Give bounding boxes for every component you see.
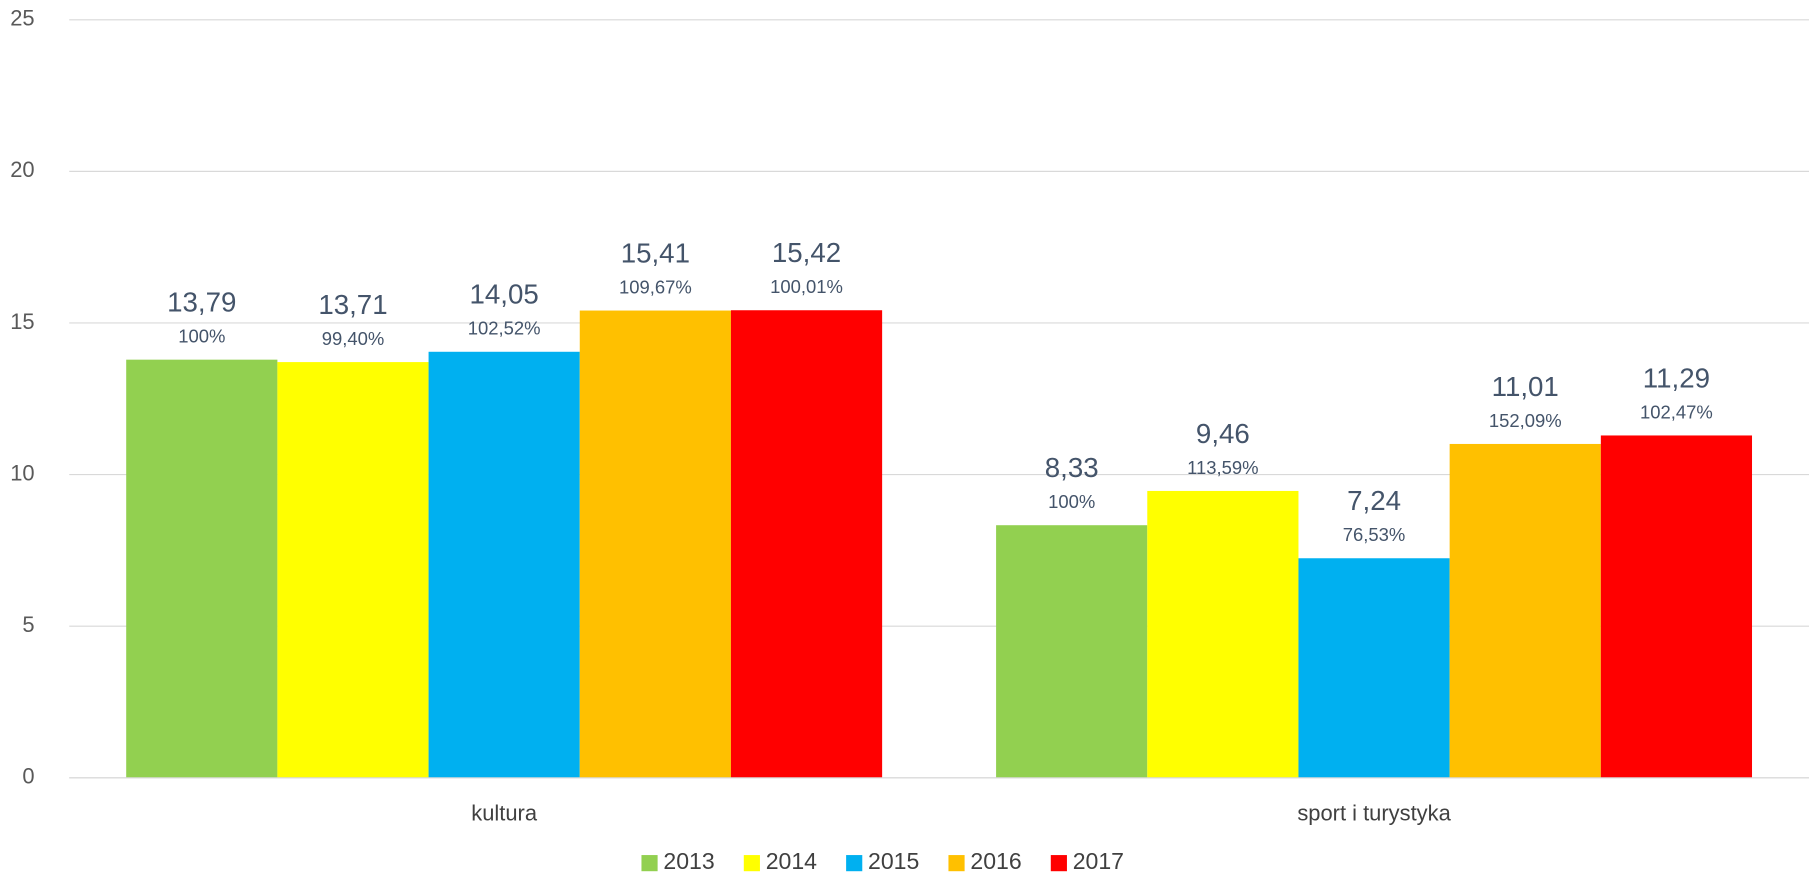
y-tick-label: 10: [10, 460, 34, 485]
value-label: 13,71: [318, 289, 387, 320]
percent-label: 109,67%: [619, 277, 692, 298]
value-label: 14,05: [470, 279, 539, 310]
value-label: 7,24: [1347, 485, 1401, 516]
percent-label: 100%: [1048, 491, 1095, 512]
legend-label: 2016: [970, 848, 1021, 874]
legend-label: 2014: [766, 848, 817, 874]
bar: [1449, 443, 1601, 778]
bar: [126, 359, 278, 778]
x-tick-label: sport i turystyka: [1297, 800, 1451, 825]
x-tick-label: kultura: [471, 800, 538, 825]
percent-label: 152,09%: [1489, 410, 1562, 431]
legend-label: 2017: [1073, 848, 1124, 874]
value-label: 8,33: [1045, 452, 1099, 483]
value-label: 13,79: [167, 287, 236, 318]
value-label: 11,01: [1492, 371, 1559, 402]
bar: [1298, 558, 1450, 778]
y-tick-label: 20: [10, 157, 34, 182]
bar: [579, 310, 731, 778]
bar: [730, 310, 883, 778]
legend-swatch: [743, 855, 760, 872]
y-tick-label: 25: [10, 6, 34, 31]
legend-swatch: [846, 855, 863, 872]
legend-label: 2013: [663, 848, 714, 874]
bar: [277, 362, 429, 778]
value-label: 9,46: [1196, 418, 1250, 449]
percent-label: 100,01%: [770, 276, 843, 297]
bar: [428, 351, 580, 778]
legend-label: 2015: [868, 848, 919, 874]
y-tick-label: 15: [10, 309, 34, 334]
percent-label: 102,52%: [468, 318, 541, 339]
y-tick-label: 0: [22, 764, 34, 789]
legend-swatch: [641, 855, 658, 872]
percent-label: 113,59%: [1187, 457, 1258, 478]
value-label: 15,42: [772, 237, 841, 268]
y-tick-label: 5: [22, 612, 34, 637]
percent-label: 76,53%: [1343, 524, 1406, 545]
percent-label: 102,47%: [1640, 401, 1713, 422]
value-label: 15,41: [621, 237, 690, 268]
legend-swatch: [1050, 855, 1067, 872]
value-label: 11,29: [1643, 362, 1710, 393]
percent-label: 100%: [178, 326, 225, 347]
bar: [1600, 435, 1753, 778]
percent-label: 99,40%: [322, 328, 385, 349]
bar: [996, 525, 1148, 778]
bar: [1147, 490, 1299, 778]
legend-swatch: [948, 855, 965, 872]
